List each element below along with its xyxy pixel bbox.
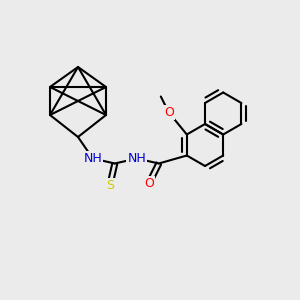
Text: O: O xyxy=(164,106,174,119)
Text: O: O xyxy=(144,177,154,190)
Text: NH: NH xyxy=(83,152,102,165)
Text: NH: NH xyxy=(128,152,146,165)
Text: S: S xyxy=(106,179,114,192)
